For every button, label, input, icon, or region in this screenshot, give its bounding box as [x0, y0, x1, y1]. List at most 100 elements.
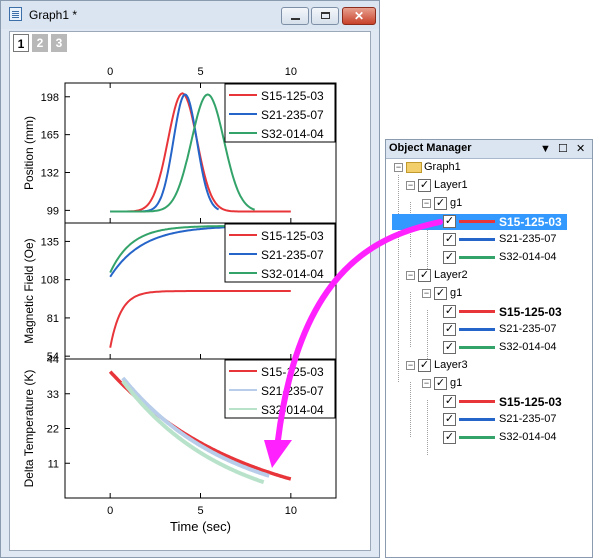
bottom-xtick-label: 0 — [107, 505, 113, 517]
group-checkbox[interactable]: ✓ — [434, 197, 447, 210]
series-color-swatch — [459, 346, 495, 349]
series-line-S21-235-07 — [121, 376, 270, 478]
tree-plot-s15-layer3[interactable]: S15-125-03 — [499, 395, 562, 409]
tree-plot-s15-layer1[interactable]: S15-125-03 — [499, 215, 562, 229]
plot-checkbox[interactable]: ✓ — [443, 413, 456, 426]
tree-plot-s21-layer1[interactable]: S21-235-07 — [499, 233, 557, 245]
maximize-button[interactable] — [311, 7, 339, 25]
series-color-swatch — [459, 436, 495, 439]
collapse-icon[interactable]: − — [406, 360, 415, 370]
tree-root-graph1[interactable]: Graph1 — [424, 161, 461, 173]
ytick-label: 198 — [41, 92, 59, 104]
series-color-swatch — [459, 220, 495, 223]
collapse-icon[interactable]: − — [422, 288, 431, 298]
plot-checkbox[interactable]: ✓ — [443, 431, 456, 444]
top-xtick-label: 10 — [285, 66, 297, 78]
series-line-S15-125-03 — [109, 290, 291, 348]
layer2-checkbox[interactable]: ✓ — [418, 269, 431, 282]
plot-checkbox[interactable]: ✓ — [443, 395, 456, 408]
tree-plot-s32-layer1[interactable]: S32-014-04 — [499, 251, 557, 263]
window-title-bar[interactable]: Graph1 * ✕ — [1, 1, 379, 29]
collapse-icon[interactable]: − — [406, 270, 415, 280]
legend-entry: S32-014-04 — [261, 267, 324, 281]
layer3-checkbox[interactable]: ✓ — [418, 359, 431, 372]
plot-checkbox[interactable]: ✓ — [443, 251, 456, 264]
series-color-swatch — [459, 238, 495, 241]
collapse-icon[interactable]: − — [422, 378, 431, 388]
plot-checkbox[interactable]: ✓ — [443, 341, 456, 354]
layer-tab-1[interactable]: 1 — [13, 34, 29, 52]
series-color-swatch — [459, 400, 495, 403]
ytick-label: 99 — [47, 205, 59, 217]
close-icon[interactable]: ✕ — [576, 143, 586, 155]
legend-entry: S15-125-03 — [261, 89, 324, 103]
close-icon: ✕ — [353, 9, 365, 23]
tree-item-layer1[interactable]: Layer1 — [434, 179, 468, 191]
series-color-swatch — [459, 328, 495, 331]
pin-icon[interactable]: ☐ — [558, 143, 568, 155]
ytick-label: 44 — [47, 354, 59, 366]
plot-checkbox[interactable]: ✓ — [443, 323, 456, 336]
graph-window: Graph1 * ✕ 1 2 3 99 132 165 198 0 5 10 Position… — [0, 0, 380, 558]
ytick-label: 22 — [47, 424, 59, 436]
legend-entry: S21-235-07 — [261, 248, 324, 262]
layer-tab-3[interactable]: 3 — [51, 34, 67, 52]
ytick-label: 81 — [47, 313, 59, 325]
tree-plot-s21-layer3[interactable]: S21-235-07 — [499, 413, 557, 425]
tree-connector — [410, 292, 411, 347]
tree-item-group[interactable]: g1 — [450, 287, 463, 299]
dropdown-icon[interactable]: ▼ — [540, 143, 551, 155]
object-manager-header: Object Manager ▼ ☐ ✕ — [386, 140, 592, 159]
ytick-label: 165 — [41, 130, 59, 142]
tree-item-layer3[interactable]: Layer3 — [434, 359, 468, 371]
window-title: Graph1 * — [29, 8, 78, 22]
bottom-xtick-label: 5 — [197, 505, 203, 517]
collapse-icon[interactable]: − — [422, 198, 431, 208]
tree-connector — [398, 175, 399, 382]
plot-checkbox[interactable]: ✓ — [443, 215, 456, 228]
object-manager-title: Object Manager — [389, 142, 472, 154]
plot-checkbox[interactable]: ✓ — [443, 233, 456, 246]
group-checkbox[interactable]: ✓ — [434, 287, 447, 300]
ytick-label: 54 — [47, 351, 59, 363]
tree-connector — [410, 382, 411, 437]
object-manager-panel: Object Manager ▼ ☐ ✕ − Graph1 − ✓ Layer1… — [385, 139, 593, 558]
legend-entry: S32-014-04 — [261, 127, 324, 141]
tree-plot-s32-layer3[interactable]: S32-014-04 — [499, 431, 557, 443]
tree-item-group[interactable]: g1 — [450, 197, 463, 209]
series-line-S32-014-04 — [121, 379, 265, 485]
object-tree: − Graph1 − ✓ Layer1 − ✓ g1 ✓ S15-125-03 … — [386, 159, 592, 557]
minimize-button[interactable] — [281, 7, 309, 25]
group-checkbox[interactable]: ✓ — [434, 377, 447, 390]
tree-plot-s15-layer2[interactable]: S15-125-03 — [499, 305, 562, 319]
plot-checkbox[interactable]: ✓ — [443, 305, 456, 318]
tree-item-group[interactable]: g1 — [450, 377, 463, 389]
tree-plot-s32-layer2[interactable]: S32-014-04 — [499, 341, 557, 353]
tree-item-layer2[interactable]: Layer2 — [434, 269, 468, 281]
graph-window-icon — [9, 7, 22, 21]
y-axis-label: Magnetic Field (Oe) — [22, 238, 36, 343]
series-line-S32-014-04 — [110, 93, 256, 213]
ytick-label: 33 — [47, 389, 59, 401]
close-button[interactable]: ✕ — [342, 7, 376, 25]
bottom-xtick-label: 10 — [285, 505, 297, 517]
collapse-icon[interactable]: − — [394, 162, 403, 172]
legend-entry: S15-125-03 — [261, 365, 324, 379]
tree-plot-s21-layer2[interactable]: S21-235-07 — [499, 323, 557, 335]
legend-entry: S15-125-03 — [261, 229, 324, 243]
y-axis-label: Position (mm) — [22, 116, 36, 190]
folder-icon — [406, 162, 422, 173]
collapse-icon[interactable]: − — [406, 180, 415, 190]
tree-connector — [427, 400, 428, 455]
series-color-swatch — [459, 256, 495, 259]
top-xtick-label: 5 — [197, 66, 203, 78]
y-axis-label: Delta Temperature (K) — [22, 370, 36, 488]
legend-entry: S21-235-07 — [261, 384, 324, 398]
tree-connector — [427, 310, 428, 365]
ytick-label: 11 — [48, 458, 59, 470]
layer1-checkbox[interactable]: ✓ — [418, 179, 431, 192]
ytick-label: 132 — [41, 168, 59, 180]
layer-tab-2[interactable]: 2 — [32, 34, 48, 52]
series-color-swatch — [459, 418, 495, 421]
